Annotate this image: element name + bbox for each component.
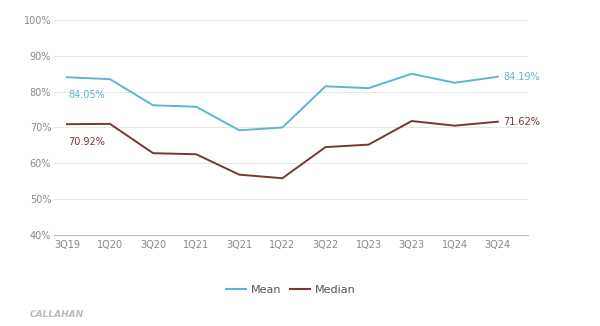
Text: CALLAHAN: CALLAHAN: [30, 310, 84, 319]
Legend: Mean, Median: Mean, Median: [222, 280, 360, 299]
Text: 71.62%: 71.62%: [503, 117, 540, 127]
Text: 84.19%: 84.19%: [503, 72, 540, 82]
Text: 84.05%: 84.05%: [68, 90, 105, 100]
Text: 70.92%: 70.92%: [68, 137, 105, 147]
